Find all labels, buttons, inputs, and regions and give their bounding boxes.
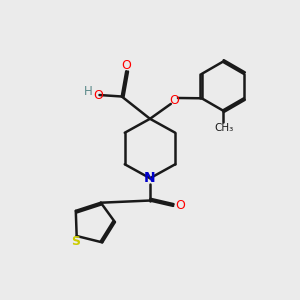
Text: O: O (169, 94, 179, 107)
Text: N: N (144, 171, 156, 185)
Text: CH₃: CH₃ (215, 123, 234, 133)
Text: O: O (175, 200, 185, 212)
Text: O: O (93, 88, 103, 101)
Text: H: H (84, 85, 93, 98)
Text: S: S (71, 236, 80, 248)
Text: O: O (121, 59, 131, 72)
